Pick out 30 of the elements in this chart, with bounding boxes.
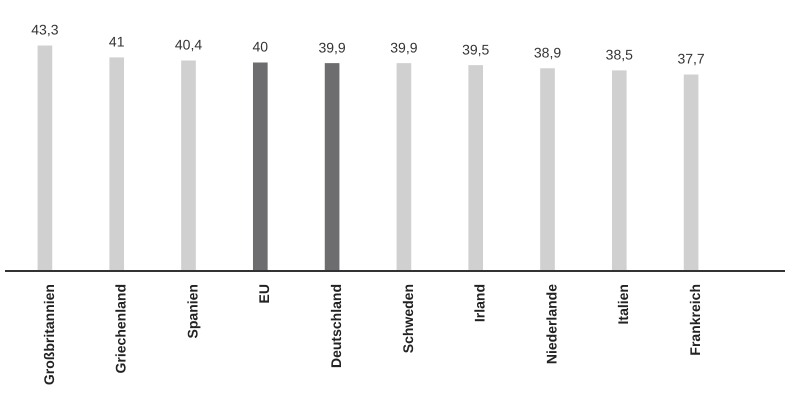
data-label: 39,9: [390, 39, 418, 56]
bar: [684, 74, 698, 270]
bar: [181, 60, 196, 270]
x-tick-label: Spanien: [184, 284, 200, 338]
bar: [468, 65, 484, 270]
bar: [612, 70, 627, 270]
x-tick-label: Frankreich: [686, 284, 703, 356]
x-tick-label: Niederlande: [543, 284, 560, 364]
data-label: 40: [252, 38, 268, 55]
x-tick-label: Schweden: [400, 284, 416, 354]
x-tick-label: Irland: [472, 284, 488, 322]
bar: [540, 68, 555, 270]
bar: [38, 45, 52, 270]
data-label: 43,3: [31, 22, 59, 38]
data-label: 41: [108, 34, 125, 50]
bar: [109, 57, 124, 270]
data-label: 38,5: [606, 46, 634, 63]
data-label: 39,5: [462, 41, 490, 58]
x-tick-label: Deutschland: [328, 284, 344, 368]
x-tick-label: EU: [256, 284, 272, 304]
bar: [324, 63, 340, 270]
data-label: 40,4: [174, 36, 202, 53]
bar: [252, 62, 268, 270]
data-label: 37,7: [677, 50, 705, 67]
bar: [396, 63, 412, 270]
data-label: 39,9: [318, 39, 346, 56]
x-tick-label: Italien: [615, 284, 632, 324]
x-tick-label: Griechenland: [112, 284, 129, 374]
data-label: 38,9: [534, 44, 562, 60]
x-tick-label: Großbritannien: [40, 284, 57, 386]
